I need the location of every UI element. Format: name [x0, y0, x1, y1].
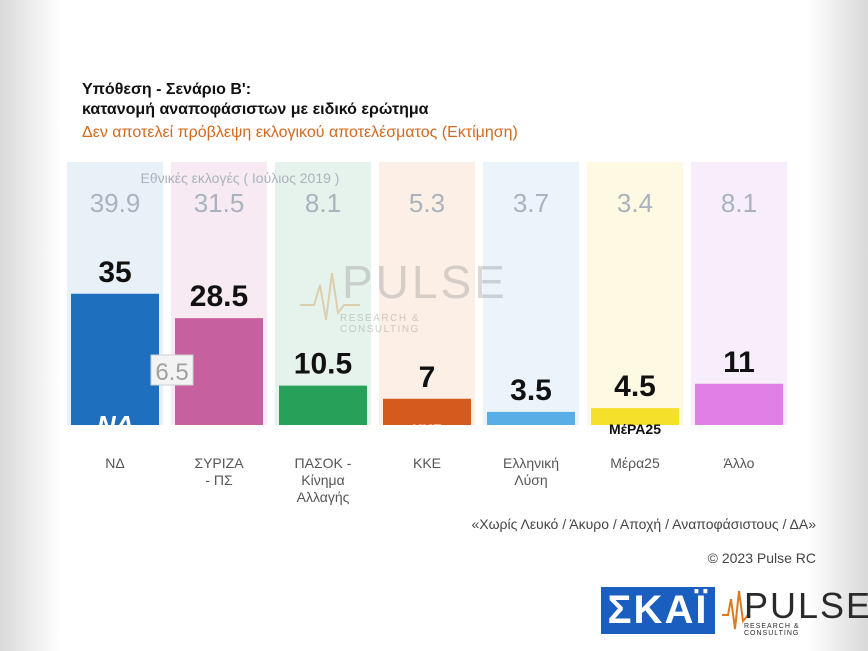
party-logo-text: ΚΚΕ	[412, 421, 442, 437]
category-label: Άλλο	[724, 455, 755, 471]
previous-value-label: 31.5	[194, 188, 245, 218]
pulse-logo: PULSE RESEARCH & CONSULTING	[722, 585, 868, 637]
pulse-watermark: PULSE RESEARCH & CONSULTING	[300, 255, 505, 335]
pulse-logo-sub: RESEARCH & CONSULTING	[744, 623, 800, 637]
pulse-wave-icon	[300, 272, 360, 321]
category-label: ΠΑΣΟΚ -Κίνημα Αλλαγής	[295, 455, 352, 505]
column-background	[691, 162, 787, 425]
bar-value-label: 7	[419, 361, 436, 394]
category-label-line: Άλλο	[724, 455, 755, 471]
chart-title-line1: Υπόθεση - Σενάριο Β':	[82, 81, 252, 98]
chart-subtitle: Δεν αποτελεί πρόβλεψη εκλογικού αποτελέσ…	[82, 124, 518, 141]
column-background	[587, 162, 683, 425]
footnote: «Χωρίς Λευκό / Άκυρο / Αποχή / Αναποφάσι…	[471, 516, 816, 532]
legend-previous-elections: Εθνικές εκλογές ( Ιούλιος 2019 )	[141, 170, 340, 186]
bar-value-label: 3.5	[510, 374, 552, 407]
bar	[487, 411, 575, 425]
category-label: ΝΔ	[105, 455, 124, 471]
category-label: ΣΥΡΙΖΑ - ΠΣ	[194, 455, 244, 488]
chart-title: Υπόθεση - Σενάριο Β': κατανομή αναποφάσι…	[82, 80, 428, 120]
watermark-sub: RESEARCH & CONSULTING	[340, 313, 421, 335]
bar	[279, 385, 367, 425]
previous-value-label: 3.4	[617, 188, 653, 218]
category-label-line: - ΠΣ	[205, 472, 233, 488]
category-label: Ελληνική Λύση	[503, 455, 559, 488]
category-label-line: Ελληνική	[503, 455, 559, 471]
category-label-line: Λύση	[514, 472, 547, 488]
right-shade	[808, 0, 868, 651]
bar-value-label: 28.5	[190, 280, 248, 313]
pulse-logo-wave-icon	[722, 590, 748, 630]
annotation-label: 6.5	[155, 359, 188, 386]
previous-value-label: 39.9	[90, 188, 141, 218]
category-label-line: ΝΔ	[105, 455, 124, 471]
chart-title-line2: κατανομή αναποφάσιστων με ειδικό ερώτημα	[82, 101, 429, 118]
column-background	[275, 162, 371, 425]
copyright: © 2023 Pulse RC	[707, 550, 816, 566]
column-background	[483, 162, 579, 425]
category-label: Μέρα25	[610, 455, 660, 471]
bar	[71, 293, 159, 425]
annotation-box	[150, 354, 194, 386]
left-shade	[0, 0, 60, 651]
bar	[591, 408, 679, 425]
bar	[695, 383, 783, 425]
bar	[383, 398, 471, 425]
previous-value-label: 8.1	[305, 188, 341, 218]
category-label: ΚΚΕ	[413, 455, 441, 471]
bar-value-label: 10.5	[294, 348, 352, 381]
category-label-line: ΣΥΡΙΖΑ	[194, 455, 244, 471]
bar-value-label: 35	[98, 256, 131, 289]
watermark-name: PULSE	[342, 256, 508, 308]
skai-logo: ΣΚΑΪ	[601, 587, 715, 634]
category-label-line: ΚΚΕ	[413, 455, 441, 471]
category-label-line: Αλλαγής	[297, 489, 350, 505]
party-logo-text: ΝΔ	[97, 410, 133, 440]
bar-value-label: 11	[723, 346, 755, 379]
category-label-line: Κίνημα	[301, 472, 344, 488]
previous-value-label: 3.7	[513, 188, 549, 218]
column-background	[379, 162, 475, 425]
bar-value-label: 4.5	[614, 370, 656, 403]
pulse-logo-name: PULSE	[744, 585, 868, 626]
category-label-line: ΠΑΣΟΚ -	[295, 455, 352, 471]
party-logo-text: ΜέΡΑ25	[609, 421, 661, 437]
previous-value-label: 8.1	[721, 188, 757, 218]
previous-value-label: 5.3	[409, 188, 445, 218]
category-label-line: Μέρα25	[610, 455, 660, 471]
